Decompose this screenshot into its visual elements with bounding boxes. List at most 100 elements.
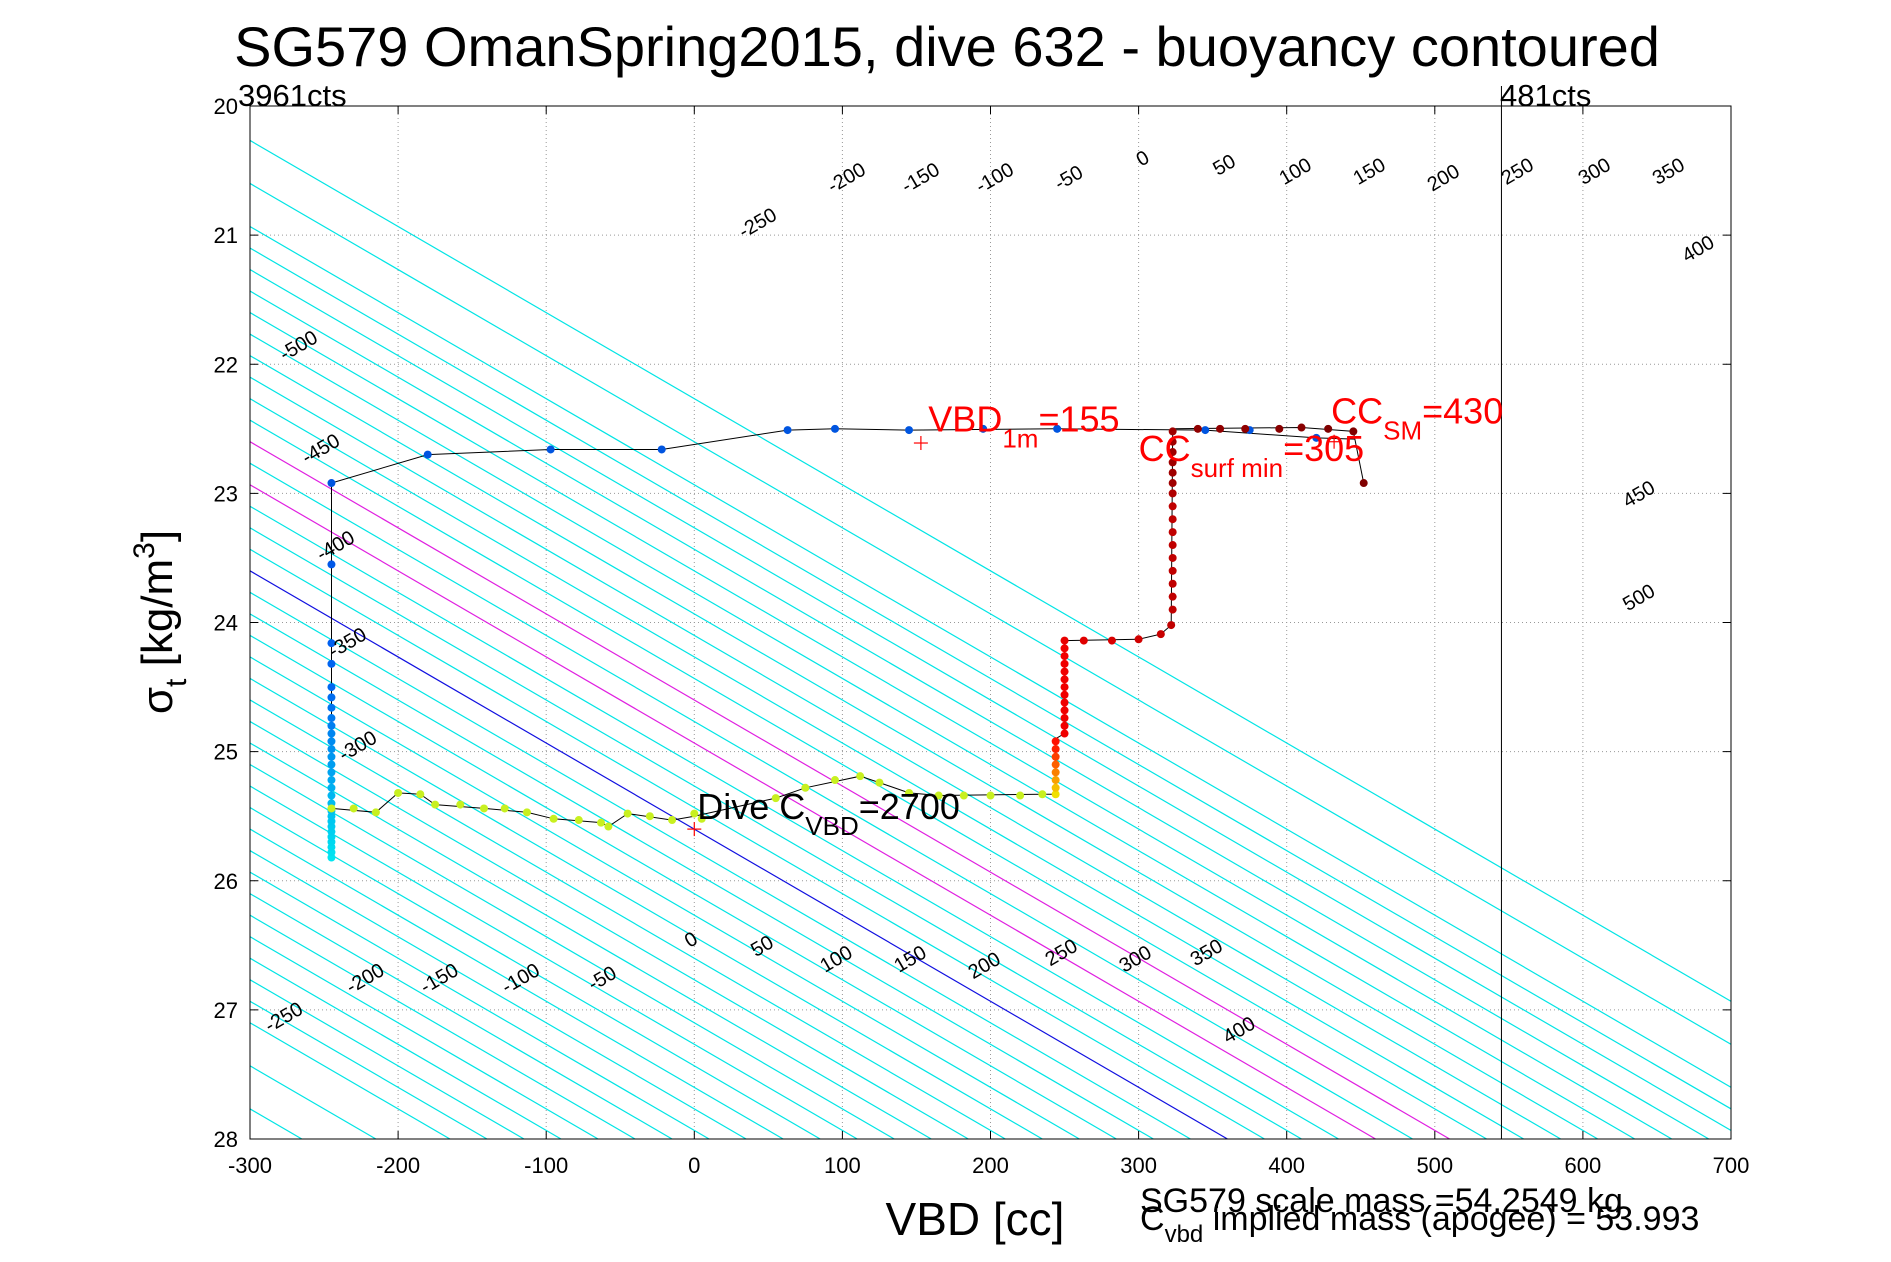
corner-label-right: 481cts xyxy=(1500,78,1591,113)
buoyancy-contour xyxy=(250,914,636,1139)
data-point xyxy=(1016,791,1025,800)
data-point xyxy=(327,804,336,813)
data-point xyxy=(1275,424,1284,433)
data-point xyxy=(830,424,839,433)
contour-label: 500 xyxy=(1619,580,1659,616)
data-point xyxy=(327,560,336,569)
buoyancy-contour xyxy=(250,419,1487,1139)
buoyancy-contour xyxy=(250,849,747,1139)
y-axis-label-end: ] xyxy=(133,530,182,542)
buoyancy-contour xyxy=(250,548,1265,1139)
data-point xyxy=(327,752,336,761)
data-point xyxy=(1216,424,1225,433)
y-axis-label: σt [kg/m3] xyxy=(128,530,193,714)
data-point xyxy=(604,822,613,831)
contour-label: -200 xyxy=(824,159,870,198)
data-point xyxy=(416,790,425,799)
data-point xyxy=(690,809,699,818)
data-point xyxy=(327,768,336,777)
contour-layer xyxy=(0,106,1731,1139)
buoyancy-contour xyxy=(250,677,1043,1139)
annotation-rest: =2700 xyxy=(859,786,960,827)
data-point xyxy=(1060,644,1069,653)
contour-label: -250 xyxy=(735,204,781,243)
data-point xyxy=(1051,768,1060,777)
data-point xyxy=(327,639,336,648)
y-tick-label: 27 xyxy=(214,998,238,1023)
grid-layer xyxy=(250,106,1731,1139)
data-point xyxy=(546,445,555,454)
x-tick-label: 700 xyxy=(1713,1153,1750,1178)
buoyancy-contour xyxy=(250,957,562,1139)
data-point xyxy=(1060,652,1069,661)
data-point xyxy=(1060,675,1069,684)
data-point xyxy=(657,445,666,454)
data-point xyxy=(327,776,336,785)
contour-label: 350 xyxy=(1187,935,1227,971)
data-point xyxy=(1051,783,1060,792)
data-point xyxy=(1060,721,1069,730)
contour-label: 200 xyxy=(965,948,1005,984)
data-point xyxy=(327,737,336,746)
data-point xyxy=(856,772,865,781)
chart-title: SG579 OmanSpring2015, dive 632 - buoyanc… xyxy=(234,15,1660,78)
contour-label: 150 xyxy=(1350,154,1390,190)
contour-label: 250 xyxy=(1042,935,1082,971)
data-point xyxy=(327,659,336,668)
data-point xyxy=(327,745,336,754)
data-point xyxy=(1060,683,1069,692)
data-point xyxy=(1168,479,1177,488)
data-point xyxy=(1168,528,1177,537)
buoyancy-contour xyxy=(250,591,1191,1139)
data-point xyxy=(1051,760,1060,769)
annotation-label: Dive CVBD=2700 xyxy=(697,786,960,841)
buoyancy-contour xyxy=(250,634,1117,1139)
data-point xyxy=(423,450,432,459)
contour-label: 400 xyxy=(1219,1013,1259,1049)
annotation-rest: =155 xyxy=(1038,398,1119,439)
annotation-sub: SM xyxy=(1383,416,1422,446)
data-point xyxy=(1156,630,1165,639)
buoyancy-contour xyxy=(250,742,932,1139)
buoyancy-contour xyxy=(250,247,1731,1110)
buoyancy-contour xyxy=(250,763,895,1139)
contour-label: -100 xyxy=(972,159,1018,198)
buoyancy-contour xyxy=(250,290,1710,1139)
data-point xyxy=(327,703,336,712)
buoyancy-contour xyxy=(250,1065,377,1139)
data-point xyxy=(500,804,509,813)
contour-label: -250 xyxy=(261,998,307,1037)
data-point xyxy=(327,714,336,723)
data-point xyxy=(1168,489,1177,498)
contour-label: 300 xyxy=(1575,154,1615,190)
buoyancy-contour xyxy=(250,828,784,1139)
y-tick-label: 22 xyxy=(214,352,238,377)
buoyancy-contour xyxy=(250,936,599,1139)
annotation-main: VBD xyxy=(928,398,1002,439)
buoyancy-contour xyxy=(250,311,1673,1139)
data-point xyxy=(1241,424,1250,433)
contour-label: -450 xyxy=(298,430,344,469)
data-point xyxy=(830,776,839,785)
data-point xyxy=(1051,737,1060,746)
data-point xyxy=(1060,706,1069,715)
contour-label: 50 xyxy=(747,931,777,961)
buoyancy-contour xyxy=(250,699,1006,1139)
buoyancy-contour xyxy=(250,397,1524,1139)
buoyancy-contour xyxy=(0,106,228,1139)
data-point xyxy=(327,760,336,769)
data-point xyxy=(771,794,780,803)
buoyancy-contour xyxy=(250,871,710,1139)
buoyancy-contour xyxy=(250,268,1731,1132)
buoyancy-contour xyxy=(250,785,858,1139)
data-point xyxy=(327,729,336,738)
y-tick-label: 21 xyxy=(214,223,238,248)
data-point xyxy=(1060,667,1069,676)
buoyancy-contour xyxy=(250,139,1731,1002)
x-tick-label: 200 xyxy=(972,1153,1009,1178)
buoyancy-contour xyxy=(250,354,1599,1139)
annotation-main: CC xyxy=(1139,428,1191,469)
footer-line-2: Cvbd implied mass (apogee) = 53.993 xyxy=(1140,1200,1699,1248)
contour-label: -500 xyxy=(276,327,322,366)
